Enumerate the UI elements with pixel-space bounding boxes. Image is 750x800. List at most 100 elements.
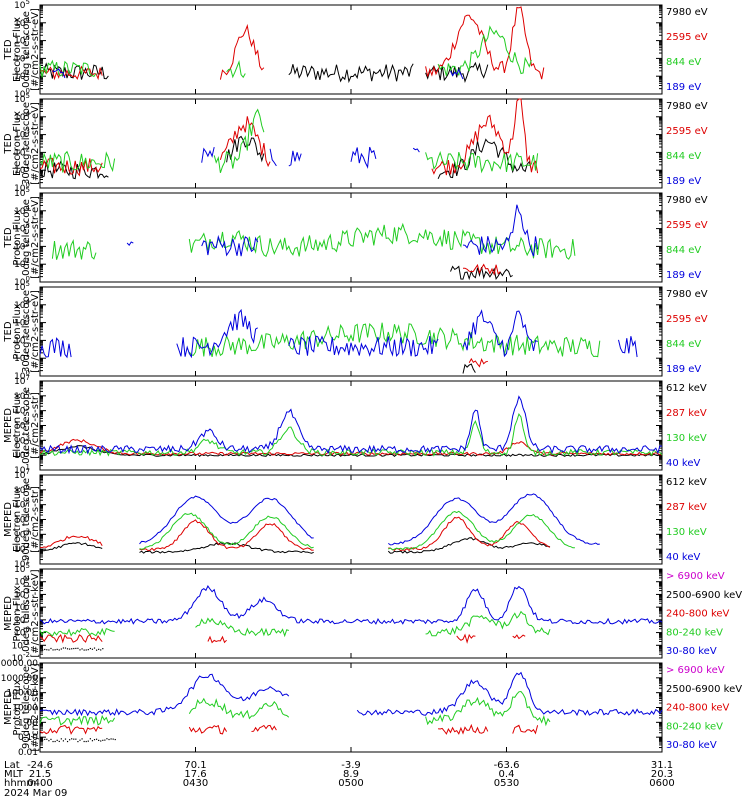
- series-line-red: [39, 6, 545, 81]
- y-axis-label: Electron Flux: [12, 487, 23, 552]
- legend-label: > 6900 keV: [666, 665, 725, 676]
- y-axis-label: [#/cm2-s-str]: [30, 486, 41, 553]
- legend-label: 844 eV: [666, 57, 701, 68]
- y-axis-label: MEPED: [3, 408, 14, 443]
- y-axis-label: [#/cm2-s-str-eV]: [30, 102, 41, 185]
- y-axis-label: MEPED: [3, 596, 14, 631]
- data-point: [42, 739, 44, 741]
- legend-label: 287 keV: [666, 408, 707, 419]
- y-axis-label: [#/cm2-s-str-eV]: [30, 8, 41, 91]
- series-line-blue: [39, 395, 663, 455]
- panel-frame: [39, 4, 663, 95]
- data-point: [91, 740, 94, 742]
- panel-frame: [39, 286, 663, 377]
- legend-label: 844 eV: [666, 339, 701, 350]
- data-point: [64, 738, 67, 740]
- legend-label: 130 keV: [666, 433, 707, 444]
- x-tick-label-mlt: 20.3: [651, 769, 673, 780]
- data-point: [62, 740, 65, 742]
- data-point: [87, 649, 89, 651]
- data-point: [93, 647, 96, 649]
- y-axis-label: 30deg telescope: [21, 102, 32, 185]
- y-axis-label: 30deg telescope: [21, 290, 32, 373]
- panel-frame: [39, 568, 663, 659]
- data-point: [95, 738, 98, 740]
- series-line-green: [139, 510, 575, 551]
- legend-label: 80-240 keV: [666, 627, 723, 638]
- series-line-red: [463, 263, 501, 276]
- series-line-blue: [39, 584, 663, 625]
- data-point: [100, 740, 102, 742]
- series-line-blue: [39, 671, 663, 717]
- x-tick-label-hhmm: 0400: [27, 778, 52, 789]
- y-tick-label: 0.10: [18, 733, 38, 743]
- series-line-black: [450, 265, 513, 281]
- date-label: 2024 Mar 09: [4, 788, 67, 799]
- y-axis-label: 0deg telescope: [21, 11, 32, 88]
- legend-label: 40 keV: [666, 552, 700, 563]
- data-point: [40, 647, 42, 649]
- series-line-red: [39, 633, 526, 644]
- data-point: [79, 649, 81, 651]
- y-axis-label: Electron Flux: [12, 393, 23, 458]
- data-point: [77, 740, 79, 743]
- legend-label: 240-800 keV: [666, 703, 730, 714]
- data-point: [89, 647, 91, 650]
- x-tick-label-lat: 70.1: [184, 760, 206, 771]
- data-point: [62, 647, 65, 649]
- y-axis-label: 90deg telescope: [21, 666, 32, 749]
- data-point: [50, 738, 52, 740]
- data-point: [77, 647, 79, 649]
- legend-label: 844 eV: [666, 151, 701, 162]
- data-point: [71, 648, 73, 650]
- legend-label: 7980 eV: [666, 7, 708, 18]
- legend-label: 2595 eV: [666, 220, 708, 231]
- legend-label: 612 keV: [666, 383, 707, 394]
- x-row-label: Lat: [4, 760, 20, 771]
- y-axis-label: [#/cm2-s-str-keV]: [30, 569, 41, 657]
- data-point: [87, 740, 89, 742]
- x-row-label: hhmm: [4, 778, 36, 789]
- data-point: [42, 649, 44, 651]
- data-point: [98, 648, 100, 650]
- series-line-blue: [139, 493, 600, 546]
- data-point: [112, 738, 114, 740]
- x-tick-label-mlt: 8.9: [343, 769, 359, 780]
- panel-frame: [39, 474, 663, 565]
- data-point: [64, 647, 67, 649]
- data-point: [100, 649, 102, 651]
- y-tick-label: 1.00: [18, 718, 38, 728]
- panel-frame: [39, 380, 663, 471]
- x-row-label: MLT: [4, 769, 24, 780]
- data-point: [114, 738, 116, 741]
- legend-label: 7980 eV: [666, 101, 708, 112]
- data-point: [83, 649, 85, 651]
- x-tick-label-hhmm: 0430: [183, 778, 208, 789]
- legend-label: 2500-6900 keV: [666, 590, 742, 601]
- series-line-red: [468, 357, 488, 368]
- legend-label: 189 eV: [666, 270, 701, 281]
- series-line-green: [39, 25, 532, 79]
- data-point: [93, 739, 96, 741]
- data-point: [95, 649, 98, 651]
- data-point: [110, 738, 112, 740]
- series-line-green: [39, 610, 551, 638]
- data-point: [56, 648, 58, 651]
- data-point: [56, 739, 58, 741]
- panel-frame: [39, 192, 663, 283]
- y-axis-label: Electron Flux: [12, 17, 23, 82]
- y-axis-label: MEPED: [3, 502, 14, 537]
- series-line-blue: [52, 68, 464, 80]
- series-line-green: [40, 412, 663, 457]
- data-point: [48, 740, 50, 742]
- x-tick-label-mlt: 17.6: [184, 769, 206, 780]
- y-axis-label: MEPED: [3, 690, 14, 725]
- legend-label: 80-240 keV: [666, 721, 723, 732]
